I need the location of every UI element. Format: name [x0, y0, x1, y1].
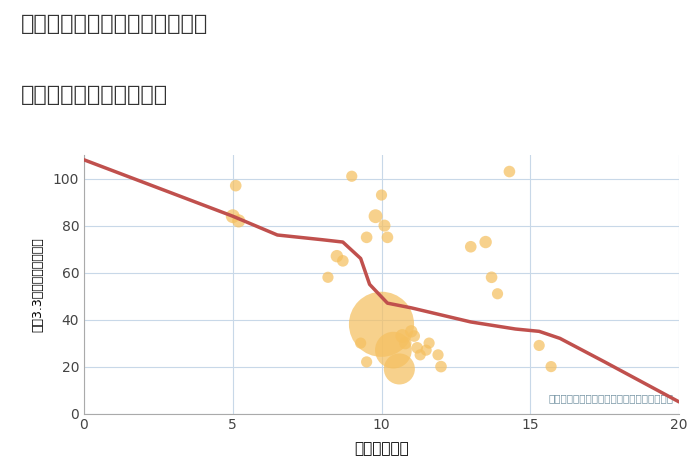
Point	[421, 346, 432, 354]
Y-axis label: 坪（3.3㎡）単価（万円）: 坪（3.3㎡）単価（万円）	[32, 237, 44, 332]
Point	[230, 182, 241, 189]
Point	[406, 328, 417, 335]
Point	[433, 351, 444, 359]
Point	[227, 212, 238, 220]
Point	[233, 217, 244, 225]
Point	[346, 172, 357, 180]
Point	[397, 332, 408, 340]
Point	[322, 274, 333, 281]
Point	[480, 238, 491, 246]
Point	[382, 234, 393, 241]
Point	[370, 212, 381, 220]
Point	[409, 332, 420, 340]
Point	[331, 252, 342, 260]
Point	[486, 274, 497, 281]
Point	[492, 290, 503, 298]
Point	[388, 346, 399, 354]
Point	[533, 342, 545, 349]
Point	[412, 344, 423, 352]
Point	[400, 339, 411, 347]
Point	[376, 321, 387, 328]
Point	[361, 358, 372, 366]
Text: 大阪府泉南郡熊取町大久保北の: 大阪府泉南郡熊取町大久保北の	[21, 14, 209, 34]
Point	[424, 339, 435, 347]
Point	[545, 363, 557, 370]
Point	[355, 339, 366, 347]
X-axis label: 駅距離（分）: 駅距離（分）	[354, 441, 409, 456]
Point	[504, 168, 515, 175]
Point	[361, 234, 372, 241]
Point	[465, 243, 476, 251]
Point	[414, 351, 426, 359]
Point	[393, 365, 405, 373]
Point	[337, 257, 349, 265]
Text: 円の大きさは、取引のあった物件面積を示す: 円の大きさは、取引のあった物件面積を示す	[548, 393, 673, 403]
Point	[379, 222, 390, 229]
Text: 駅距離別中古戸建て価格: 駅距離別中古戸建て価格	[21, 85, 168, 105]
Point	[435, 363, 447, 370]
Point	[376, 191, 387, 199]
